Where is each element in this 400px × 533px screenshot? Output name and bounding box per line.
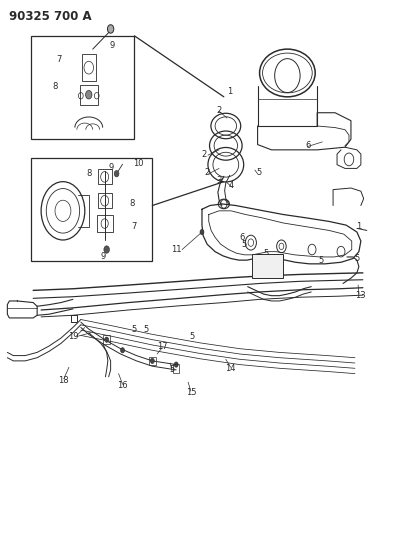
Bar: [149, 357, 156, 365]
Text: 12: 12: [274, 258, 284, 266]
Text: 8: 8: [86, 169, 92, 178]
Text: 5: 5: [241, 240, 246, 249]
Text: 19: 19: [68, 332, 78, 341]
Bar: [80, 85, 98, 105]
Bar: [98, 169, 112, 184]
Bar: [97, 215, 113, 232]
Text: 15: 15: [186, 388, 196, 397]
Circle shape: [86, 91, 92, 99]
Bar: [82, 54, 96, 81]
Circle shape: [174, 362, 178, 367]
Text: 5: 5: [256, 168, 262, 177]
Text: 2: 2: [216, 106, 222, 115]
Text: 5: 5: [144, 325, 149, 334]
Bar: [31, 36, 134, 139]
Bar: [98, 193, 112, 208]
Circle shape: [114, 171, 119, 177]
Text: 9: 9: [110, 41, 115, 50]
Circle shape: [105, 337, 109, 342]
Text: 6: 6: [305, 141, 311, 150]
Text: 5: 5: [318, 256, 324, 265]
Text: 9: 9: [100, 253, 105, 262]
Text: 2: 2: [201, 150, 206, 159]
Text: 1: 1: [227, 87, 232, 96]
Circle shape: [108, 25, 114, 33]
Text: 5: 5: [190, 332, 195, 341]
Text: 14: 14: [225, 364, 236, 373]
Text: 5: 5: [354, 254, 360, 263]
Text: 2: 2: [204, 168, 210, 177]
Text: 18: 18: [58, 376, 69, 385]
Circle shape: [120, 348, 124, 353]
Bar: [173, 364, 179, 373]
Text: 8: 8: [130, 199, 135, 208]
Circle shape: [104, 246, 110, 253]
Text: 3: 3: [216, 175, 222, 184]
Bar: [104, 335, 110, 344]
Text: 8: 8: [52, 82, 58, 91]
Text: 6: 6: [239, 233, 244, 242]
Text: 13: 13: [356, 291, 366, 300]
Text: 7: 7: [132, 222, 137, 231]
Circle shape: [200, 229, 204, 235]
Text: 10: 10: [133, 159, 144, 167]
Text: 5: 5: [170, 366, 175, 374]
Text: 5: 5: [132, 325, 137, 334]
Bar: [31, 158, 152, 261]
Text: 90325 700 A: 90325 700 A: [9, 10, 92, 23]
Text: 9: 9: [108, 163, 113, 172]
Bar: [252, 254, 284, 278]
Text: 17: 17: [157, 342, 168, 351]
Text: 7: 7: [56, 55, 62, 64]
Text: 11: 11: [171, 245, 182, 254]
Text: 5: 5: [263, 249, 268, 258]
Text: 4: 4: [228, 181, 234, 190]
Circle shape: [150, 358, 154, 364]
Text: 16: 16: [117, 381, 128, 390]
Text: 1: 1: [356, 222, 362, 231]
